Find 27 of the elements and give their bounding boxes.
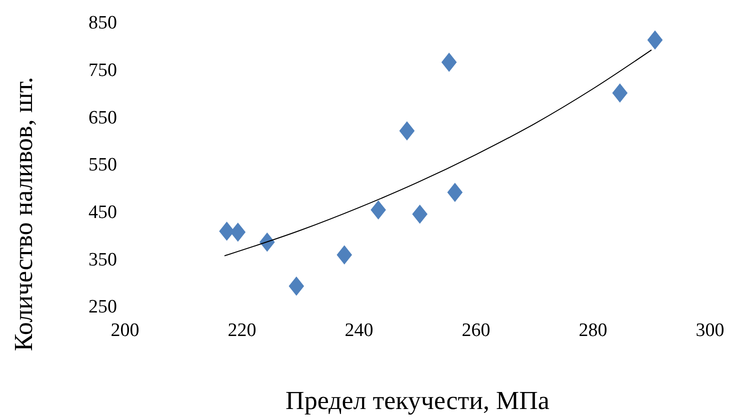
x-tick-label: 200 [110,320,140,341]
x-tick-label: 220 [228,320,256,341]
y-tick-label: 750 [88,60,117,81]
point [336,245,352,264]
point [412,204,428,224]
x-tick-label: 280 [578,320,608,341]
x-tick-label: 240 [344,320,374,341]
y-tick-label: 550 [88,154,117,176]
point [441,52,457,72]
y-tick-label: 250 [88,296,117,318]
point [288,276,304,296]
point [230,222,246,242]
x-tick-label: 260 [462,320,490,341]
y-tick-label: 650 [88,107,117,128]
point [447,182,463,202]
y-tick-label: 350 [88,249,117,270]
point [612,83,628,103]
point [399,121,415,140]
point [259,232,275,252]
point [219,222,234,241]
y-tick-label: 850 [88,12,117,34]
x-tick-label: 300 [696,320,724,341]
point [370,200,386,220]
point [647,30,663,50]
x-axis-title: Предел текучести, МПа [286,386,550,415]
y-tick-label: 450 [88,202,117,223]
y-axis-title: Количество наливов, шт. [9,76,38,352]
